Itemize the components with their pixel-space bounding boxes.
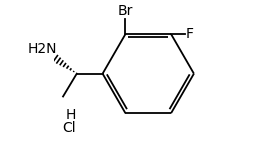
Text: H2N: H2N (28, 42, 57, 56)
Text: H: H (66, 108, 76, 122)
Text: F: F (186, 27, 193, 41)
Text: Cl: Cl (62, 121, 76, 135)
Text: Br: Br (118, 4, 133, 18)
